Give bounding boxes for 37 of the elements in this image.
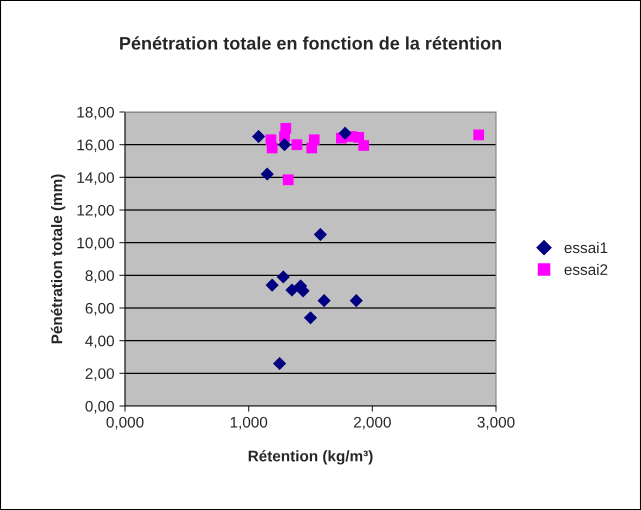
point (285, 283, 299, 297)
point (278, 138, 292, 152)
point (304, 311, 318, 324)
y-tick-label: 10,00 (78, 238, 114, 250)
y-axis-title: Pénétration totale (mm) (50, 174, 66, 344)
chart-title: Pénétration totale en fonction de la rétention (120, 36, 502, 50)
point (358, 140, 370, 151)
point (276, 270, 290, 284)
y-tick-label: 0,00 (85, 400, 114, 414)
y-tick-label: 18,00 (78, 106, 114, 120)
point (473, 129, 484, 140)
legend-label: essai2 (564, 264, 608, 276)
point (282, 174, 294, 186)
x-tick-label: 1,000 (230, 416, 268, 430)
point (272, 356, 286, 370)
point (292, 139, 302, 150)
y-tick-label: 12,00 (78, 204, 114, 218)
y-tick-label: 4,00 (85, 336, 114, 348)
point (308, 134, 320, 146)
point (266, 142, 278, 154)
x-tick-label: 0,000 (106, 416, 144, 430)
point (260, 167, 274, 181)
x-tick-label: 2,000 (354, 416, 391, 430)
point (314, 228, 327, 242)
x-axis-title: Rétention (kg/m³) (248, 450, 373, 465)
y-tick-label: 2,00 (86, 368, 114, 381)
point (252, 130, 266, 144)
point (350, 294, 363, 308)
x-tick-label: 3,000 (477, 416, 515, 430)
legend-label: essai1 (564, 242, 608, 254)
point (266, 278, 279, 292)
point (338, 126, 352, 140)
y-tick-label: 8,00 (86, 270, 114, 283)
y-tick-label: 16,00 (78, 140, 114, 152)
y-tick-label: 6,00 (86, 302, 114, 316)
y-tick-label: 14,00 (78, 172, 114, 185)
point (318, 294, 331, 308)
